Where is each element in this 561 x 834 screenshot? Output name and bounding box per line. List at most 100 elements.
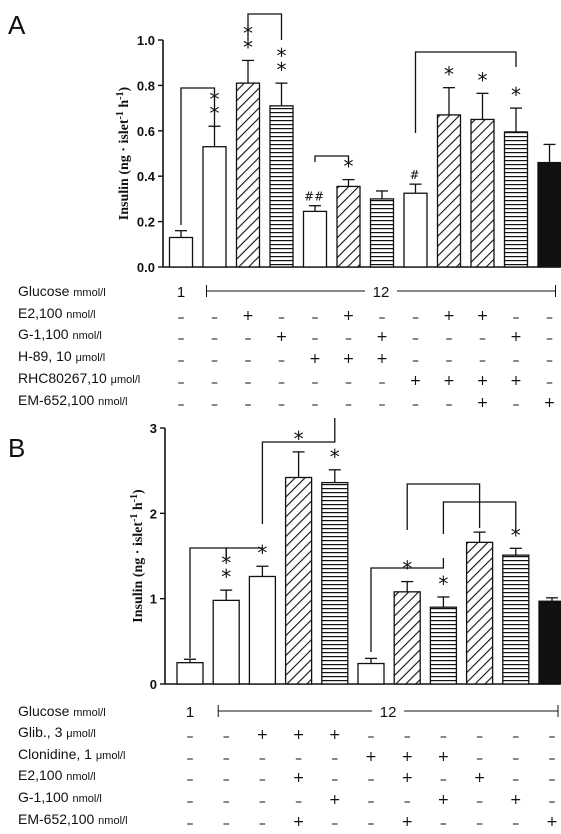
condition-sign: + [401, 814, 413, 830]
significance-bracket [225, 547, 263, 558]
condition-sign: + [477, 395, 489, 411]
condition-sign: – [331, 751, 338, 767]
condition-sign: – [259, 772, 266, 788]
condition-sign: + [410, 373, 422, 389]
condition-sign: – [549, 772, 556, 788]
bar [321, 481, 349, 685]
condition-sign: + [510, 329, 522, 345]
hash-marker: ## [304, 190, 324, 204]
condition-sign: – [295, 794, 302, 810]
condition-sign: + [242, 308, 254, 324]
significance-star: * [294, 427, 304, 451]
condition-sign: – [312, 375, 319, 391]
significance-bracket [370, 558, 445, 652]
bar [212, 599, 240, 685]
glucose-low-label: 1 [186, 704, 194, 721]
condition-label: RHC80267,10 μmol/l [18, 370, 140, 386]
bar [429, 606, 458, 685]
condition-sign: – [549, 751, 556, 767]
condition-unit: nmol/l [72, 793, 101, 805]
condition-sign: – [278, 397, 285, 413]
glucose-high-label: 12 [380, 704, 397, 721]
condition-sign: + [343, 351, 355, 367]
condition-sign: – [211, 375, 218, 391]
significance-bracket [261, 418, 336, 524]
condition-sign: + [544, 395, 556, 411]
condition-sign: – [446, 397, 453, 413]
significance-star: * [511, 83, 521, 107]
condition-sign: – [278, 310, 285, 326]
condition-sign: – [446, 353, 453, 369]
condition-sign: – [223, 772, 230, 788]
y-tick-label: 1.0 [137, 33, 155, 48]
condition-sign: – [278, 353, 285, 369]
condition-sign: – [476, 794, 483, 810]
condition-sign: + [510, 792, 522, 808]
condition-unit: μmol/l [76, 352, 106, 364]
significance-bracket [442, 501, 517, 534]
condition-unit: nmol/l [66, 309, 95, 321]
bar [538, 600, 561, 685]
condition-sign: – [187, 729, 194, 745]
condition-sign: + [257, 727, 269, 743]
condition-label: E2,100 nmol/l [18, 305, 96, 321]
condition-sign: – [211, 310, 218, 326]
condition-label: Glib., 3 μmol/l [18, 724, 96, 740]
condition-sign: – [368, 772, 375, 788]
bar [369, 198, 395, 268]
condition-sign: – [549, 794, 556, 810]
bar [470, 118, 495, 268]
condition-unit: nmol/l [98, 815, 127, 827]
condition-label: G-1,100 nmol/l [18, 789, 102, 805]
bar [168, 236, 194, 268]
condition-sign: – [512, 729, 519, 745]
condition-sign: + [510, 373, 522, 389]
condition-sign: + [443, 373, 455, 389]
significance-star: * [257, 541, 267, 565]
condition-sign: – [312, 331, 319, 347]
condition-sign: – [379, 397, 386, 413]
condition-sign: – [412, 331, 419, 347]
significance-star: * [221, 565, 231, 589]
bar [357, 662, 385, 685]
condition-sign: – [211, 397, 218, 413]
significance-star: * [511, 523, 521, 547]
panel-a-letter: A [8, 10, 26, 40]
condition-sign: – [187, 794, 194, 810]
y-axis-label: Insulin (ng · islet-1 h-1) [129, 489, 146, 623]
condition-sign: – [312, 310, 319, 326]
condition-label: G-1,100 nmol/l [18, 326, 102, 342]
condition-sign: – [245, 331, 252, 347]
condition-sign: – [476, 816, 483, 832]
condition-sign: – [379, 375, 386, 391]
bar [248, 575, 277, 685]
condition-sign: – [546, 331, 553, 347]
condition-sign: – [259, 794, 266, 810]
condition-label: Glucose mmol/l [18, 283, 106, 299]
condition-sign: – [331, 816, 338, 832]
condition-label: H-89, 10 μmol/l [18, 348, 105, 364]
significance-bracket [414, 51, 517, 133]
condition-sign: – [404, 794, 411, 810]
condition-sign: – [512, 751, 519, 767]
condition-sign: – [440, 729, 447, 745]
condition-sign: – [187, 772, 194, 788]
condition-sign: – [223, 794, 230, 810]
condition-sign: – [259, 816, 266, 832]
bar [235, 82, 261, 268]
condition-sign: + [443, 308, 455, 324]
condition-sign: – [440, 772, 447, 788]
condition-sign: – [479, 331, 486, 347]
condition-sign: – [223, 729, 230, 745]
condition-sign: – [178, 331, 185, 347]
significance-star: * [330, 445, 340, 469]
condition-sign: – [549, 729, 556, 745]
y-axis-label: Insulin (ng · islet-1 h-1) [115, 86, 132, 220]
condition-sign: – [312, 397, 319, 413]
glucose-low-label: 1 [177, 284, 185, 301]
condition-label: Glucose mmol/l [18, 703, 106, 719]
condition-sign: – [368, 729, 375, 745]
condition-sign: + [365, 749, 377, 765]
condition-sign: – [404, 729, 411, 745]
